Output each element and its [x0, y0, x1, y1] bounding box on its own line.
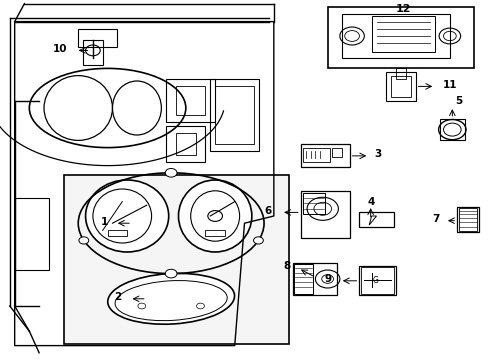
Bar	[107, 230, 127, 236]
Ellipse shape	[85, 180, 168, 252]
Bar	[359, 266, 395, 295]
Text: 11: 11	[442, 80, 456, 90]
Bar	[331, 148, 342, 157]
Bar	[371, 16, 434, 52]
Bar	[386, 72, 415, 101]
Text: 7: 7	[432, 214, 439, 224]
Bar	[166, 126, 205, 162]
Text: 4: 4	[367, 197, 375, 207]
Bar	[390, 76, 410, 97]
Bar	[78, 29, 117, 47]
Bar	[294, 264, 312, 294]
Text: 2: 2	[114, 292, 121, 302]
Bar	[300, 144, 349, 167]
Text: G: G	[372, 276, 378, 285]
Bar	[15, 198, 49, 270]
Bar	[83, 40, 102, 65]
Bar	[456, 207, 478, 232]
Bar	[439, 119, 464, 140]
Circle shape	[253, 237, 263, 244]
Circle shape	[165, 168, 177, 177]
Text: 12: 12	[395, 4, 410, 14]
Text: 9: 9	[324, 274, 331, 284]
Bar	[458, 208, 476, 231]
Bar	[327, 7, 473, 68]
Text: 8: 8	[283, 261, 290, 271]
Circle shape	[79, 237, 88, 244]
Bar	[210, 79, 259, 151]
Bar	[395, 68, 405, 79]
Bar	[166, 79, 215, 122]
Bar	[215, 86, 254, 144]
Ellipse shape	[178, 180, 251, 252]
Bar	[303, 148, 329, 162]
Bar	[63, 175, 288, 344]
Bar	[293, 263, 337, 295]
Text: 6: 6	[264, 206, 271, 216]
Bar	[176, 86, 205, 115]
Bar	[176, 133, 195, 155]
Bar	[342, 14, 449, 58]
Ellipse shape	[107, 273, 234, 324]
Bar	[303, 193, 325, 214]
Bar	[205, 230, 224, 236]
Text: 1: 1	[100, 217, 107, 227]
Bar	[360, 267, 393, 294]
Bar	[359, 212, 393, 227]
Text: 10: 10	[53, 44, 67, 54]
Bar	[300, 191, 349, 238]
Text: 5: 5	[454, 96, 461, 106]
Text: 3: 3	[373, 149, 381, 159]
Circle shape	[165, 269, 177, 278]
